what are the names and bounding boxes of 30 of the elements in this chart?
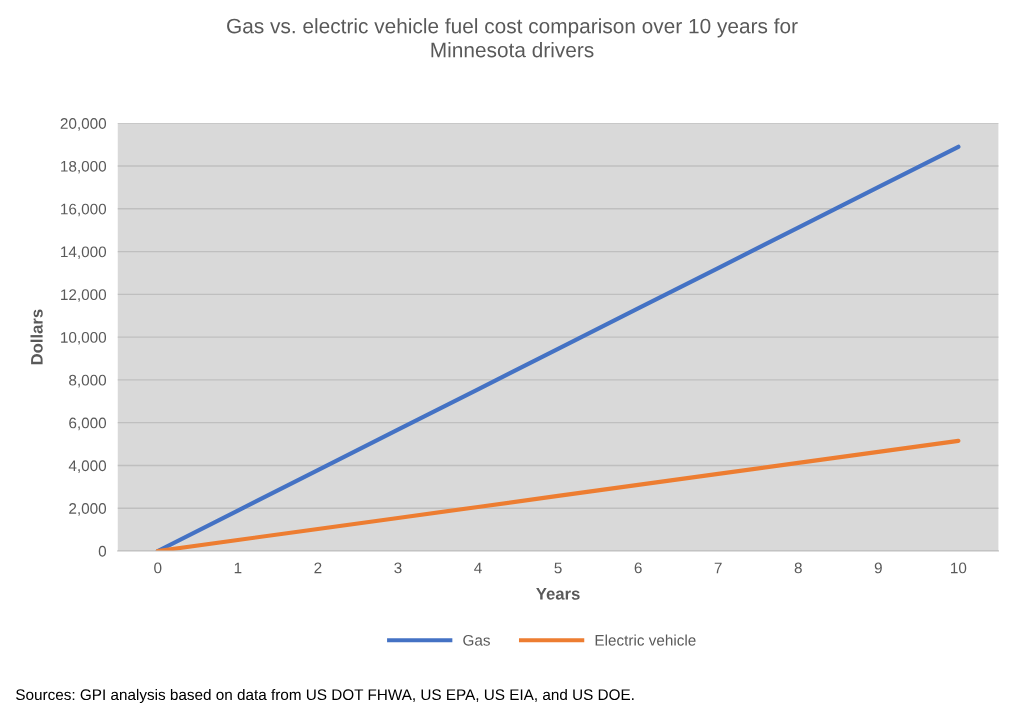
y-tick-label: 20,000 (60, 118, 107, 131)
y-tick-label: 18,000 (61, 160, 107, 174)
y-tick-label: 0 (98, 545, 107, 557)
y-tick-label: 8,000 (69, 374, 107, 388)
x-tick-label: 10 (951, 562, 967, 574)
y-tick-label: 16,000 (61, 203, 107, 217)
x-tick-label: 4 (474, 562, 482, 574)
x-tick-label: 2 (314, 562, 322, 574)
x-tick-label: 0 (154, 562, 162, 574)
y-axis-title: Dollars (30, 309, 43, 365)
line-series (155, 438, 961, 551)
y-tick-label: 10,000 (61, 331, 107, 345)
legend-label: Gas (463, 634, 490, 646)
legend-label: Electric vehicle (595, 634, 696, 646)
y-tick-label: 2,000 (69, 503, 107, 516)
x-tick-label: 6 (634, 562, 642, 574)
y-tick-label: 14,000 (61, 246, 107, 260)
y-tick-label: 6,000 (69, 417, 107, 431)
x-tick-label: 7 (714, 562, 722, 574)
x-tick-label: 8 (794, 562, 802, 574)
y-tick-label: 4,000 (68, 460, 107, 473)
y-tick-label: 12,000 (61, 289, 107, 302)
line-series (155, 144, 961, 551)
x-tick-label: 3 (394, 562, 402, 574)
x-tick-label: 1 (234, 562, 242, 574)
x-axis-title: Years (536, 588, 580, 600)
x-tick-label: 9 (874, 562, 882, 574)
source-note: Sources: GPI analysis based on data from US DOT FHWA, US EPA, US EIA, and US DOE. (16, 688, 634, 704)
chart-title: Gas vs. electric vehicle fuel cost comparison over 10 years for Minnesota drivers (227, 18, 798, 58)
x-tick-label: 5 (554, 562, 562, 574)
